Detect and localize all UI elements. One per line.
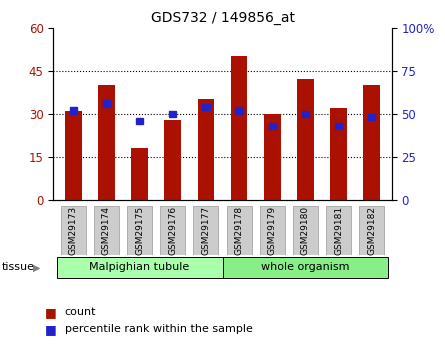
Text: GSM29173: GSM29173 [69,206,78,255]
Bar [264,114,280,200]
FancyBboxPatch shape [194,206,218,255]
Bar [98,85,115,200]
Bar [235,107,243,114]
Text: ▶: ▶ [32,263,40,272]
Bar [368,114,375,120]
Text: whole organism: whole organism [261,262,350,272]
FancyBboxPatch shape [127,206,152,255]
Bar [165,120,181,200]
Bar [297,79,314,200]
Bar [364,85,380,200]
Text: ■: ■ [44,306,56,319]
FancyBboxPatch shape [57,257,222,278]
Bar [131,148,148,200]
FancyBboxPatch shape [61,206,86,255]
Text: GSM29180: GSM29180 [301,206,310,255]
Text: percentile rank within the sample: percentile rank within the sample [65,325,252,334]
Text: tissue: tissue [2,263,35,272]
Bar [269,123,276,129]
Bar [202,104,210,110]
Bar [302,111,309,117]
Bar [169,111,176,117]
Bar [231,56,247,200]
Text: ■: ■ [44,323,56,336]
Bar [70,107,77,114]
FancyBboxPatch shape [227,206,251,255]
Text: GSM29182: GSM29182 [367,206,376,255]
Bar [335,123,342,129]
Text: GSM29177: GSM29177 [202,206,210,255]
Text: count: count [65,307,96,317]
FancyBboxPatch shape [260,206,285,255]
Title: GDS732 / 149856_at: GDS732 / 149856_at [150,11,295,25]
FancyBboxPatch shape [160,206,185,255]
Text: GSM29175: GSM29175 [135,206,144,255]
Text: GSM29179: GSM29179 [268,206,277,255]
FancyBboxPatch shape [293,206,318,255]
Text: Malpighian tubule: Malpighian tubule [89,262,190,272]
FancyBboxPatch shape [326,206,351,255]
FancyBboxPatch shape [222,257,388,278]
Text: GSM29178: GSM29178 [235,206,243,255]
Bar [65,111,81,200]
Bar [198,99,214,200]
Text: GSM29174: GSM29174 [102,206,111,255]
Bar [103,100,110,107]
FancyBboxPatch shape [94,206,119,255]
Bar [330,108,347,200]
FancyBboxPatch shape [359,206,384,255]
Bar [136,118,143,124]
Text: GSM29176: GSM29176 [168,206,177,255]
Text: GSM29181: GSM29181 [334,206,343,255]
